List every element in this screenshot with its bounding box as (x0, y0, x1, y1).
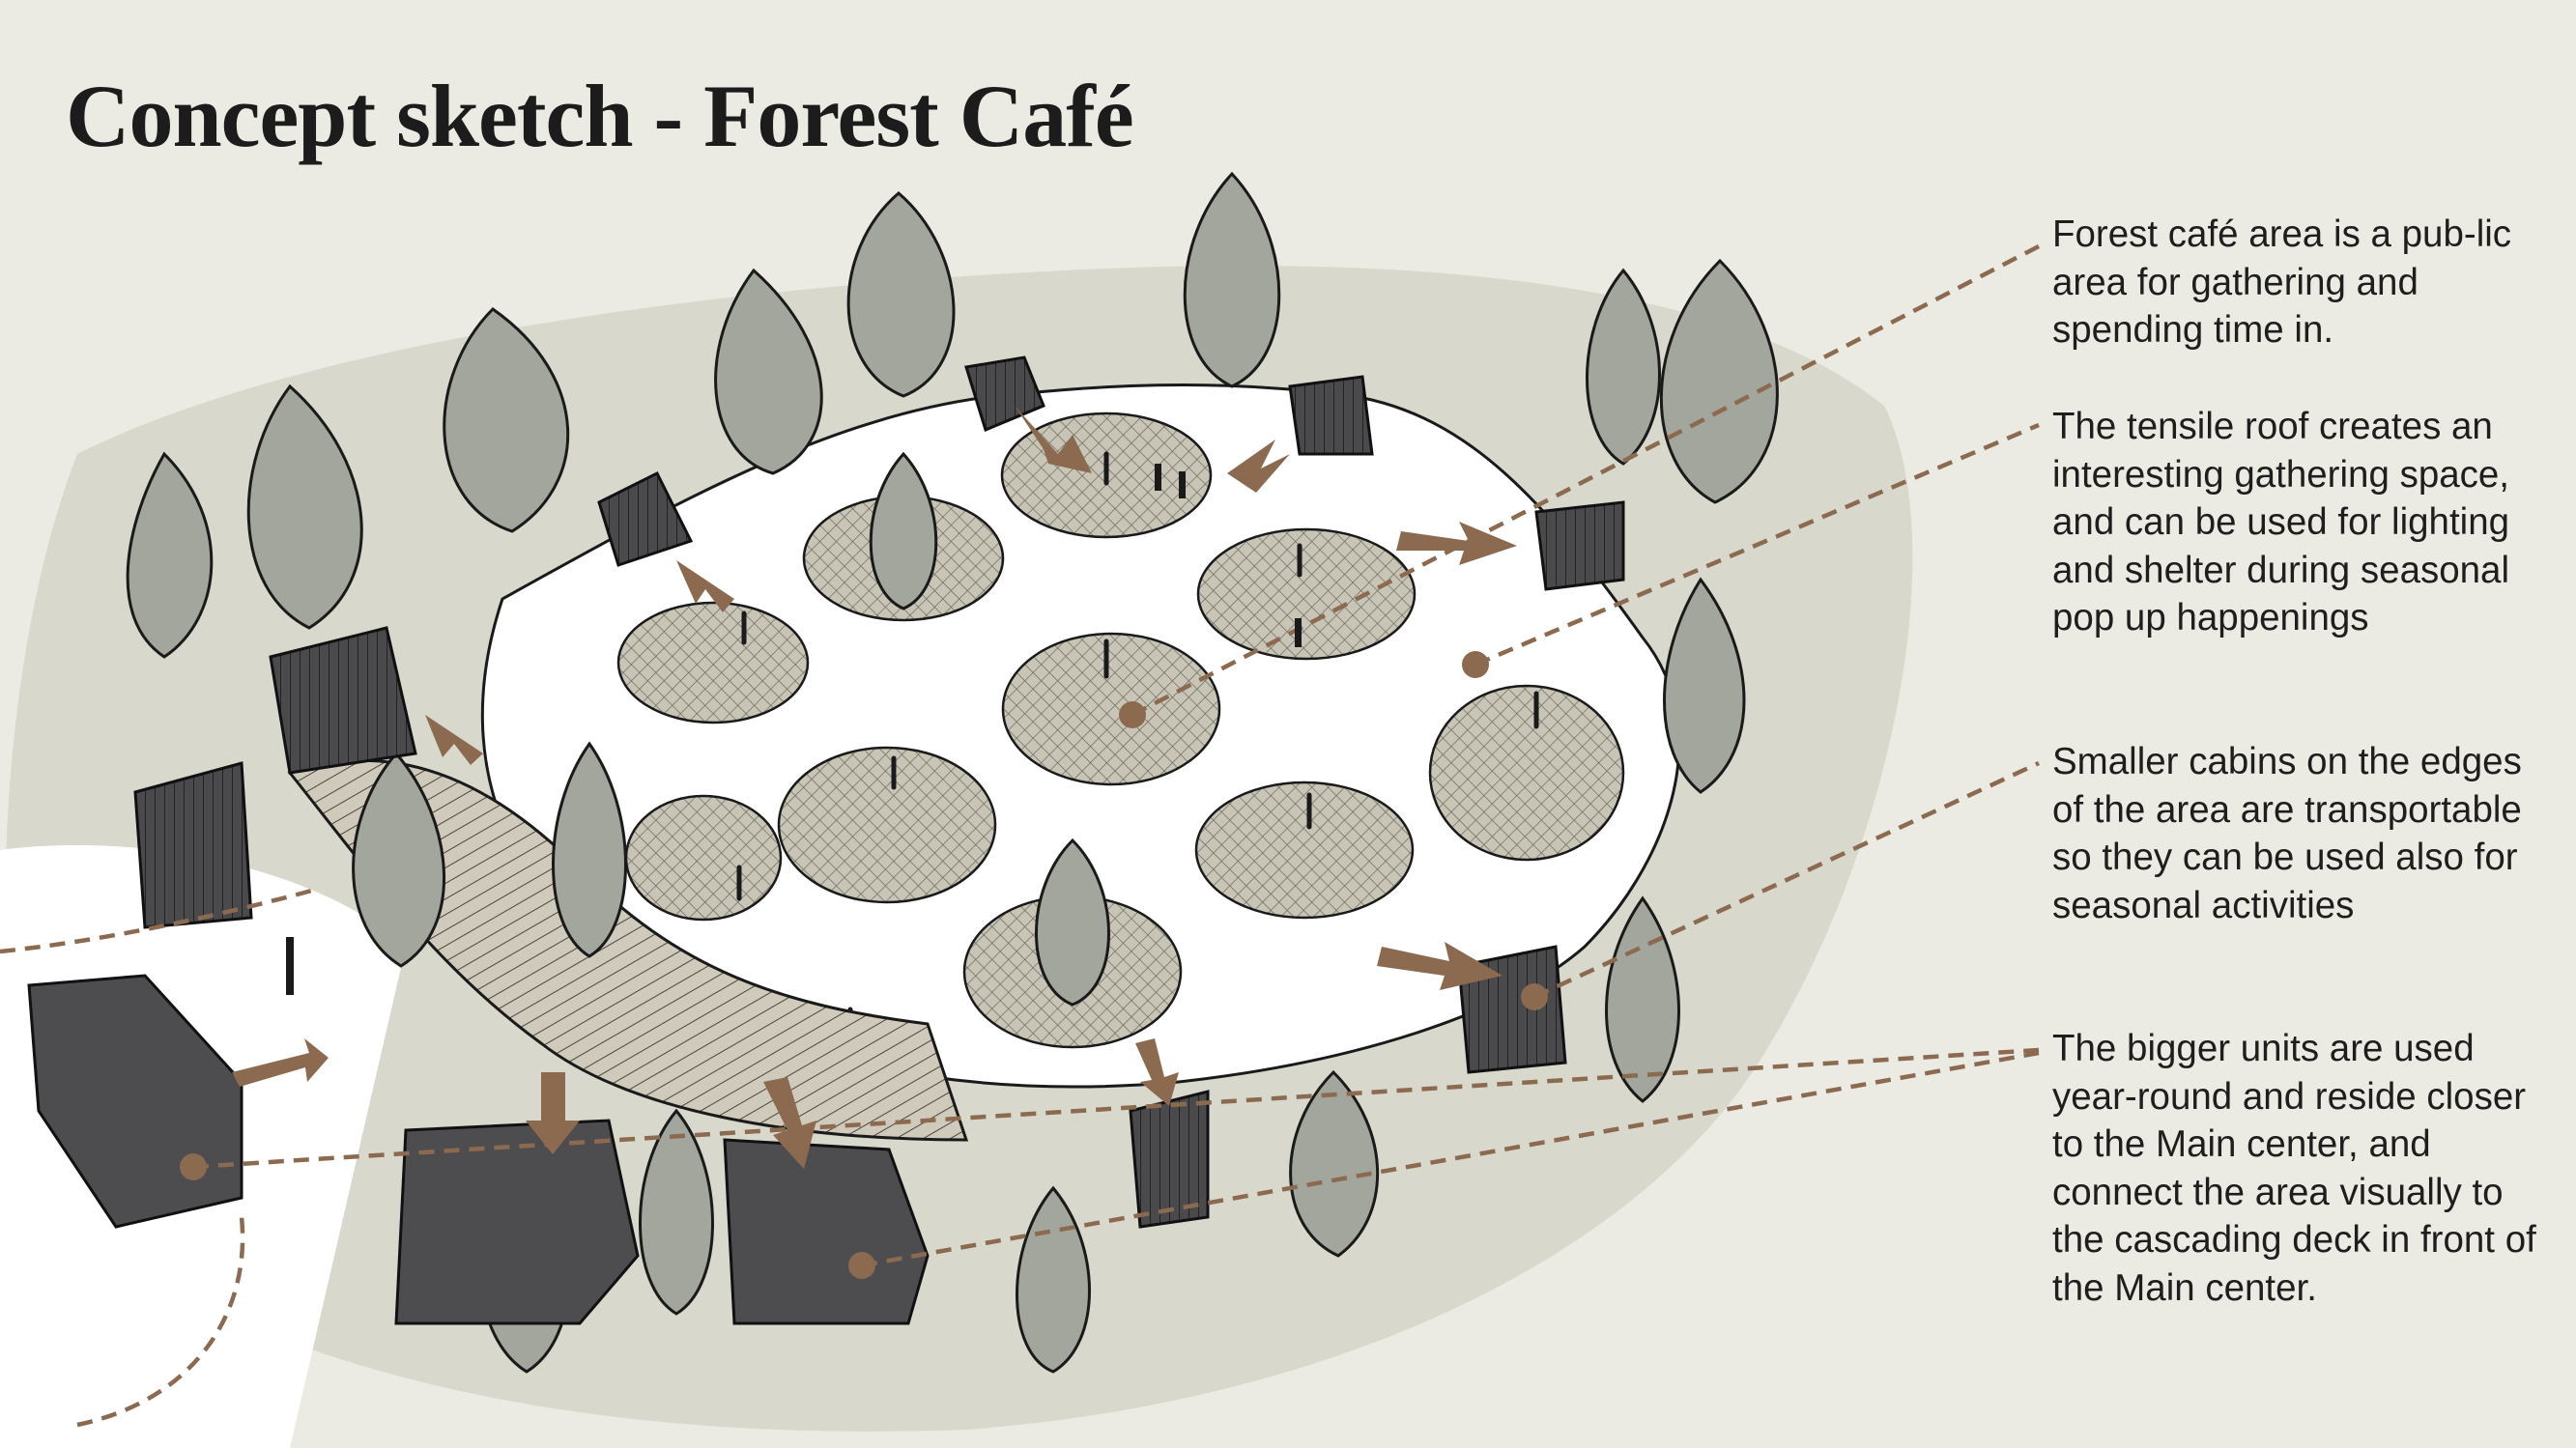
cascading-deck (287, 758, 969, 1142)
leader-lines (0, 244, 2041, 1428)
tensile-roof (480, 383, 1681, 1089)
direction-arrows (232, 406, 1517, 1169)
people (286, 464, 1302, 995)
annotation-forest-cafe-area: Forest café area is a pub-lic area for g… (2052, 213, 2512, 351)
annotation-tensile-roof: The tensile roof creates an interesting … (2052, 406, 2510, 639)
bigger-units (27, 974, 930, 1325)
page-title: Concept sketch - Forest Café (66, 67, 1134, 165)
annotation-bigger-units: The bigger units are used year-round and… (2052, 1028, 2536, 1309)
cabins (133, 355, 1625, 1229)
annotation-smaller-cabins: Smaller cabins on the edges of the area … (2052, 741, 2522, 926)
